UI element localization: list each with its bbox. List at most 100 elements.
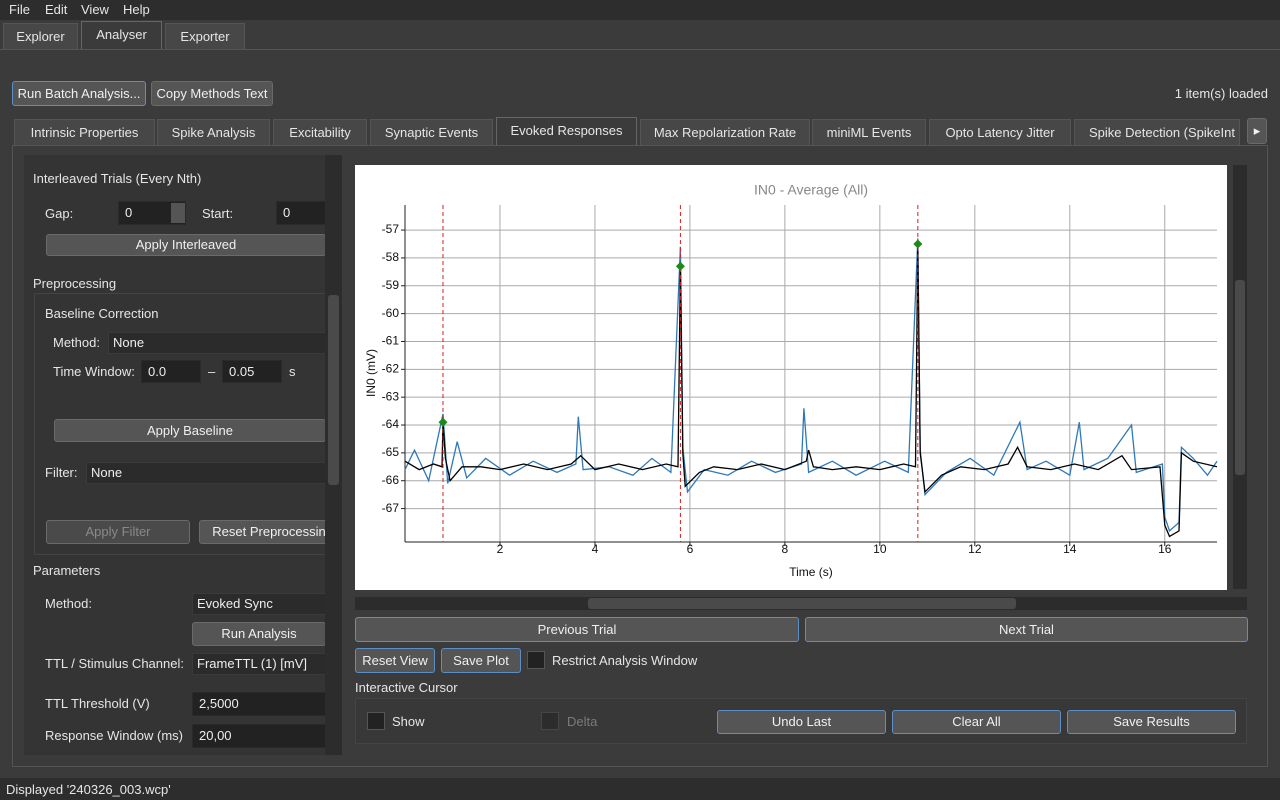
run-analysis-button[interactable]: Run Analysis: [192, 622, 326, 646]
y-tick-label: -63: [382, 389, 400, 403]
save-plot-button[interactable]: Save Plot: [441, 648, 521, 673]
main-tab[interactable]: Exporter: [165, 23, 245, 50]
scrollbar-thumb[interactable]: [588, 598, 1016, 609]
x-tick-label: 16: [1158, 542, 1172, 556]
run-batch-button[interactable]: Run Batch Analysis...: [12, 81, 146, 106]
analysis-tab[interactable]: Evoked Responses: [496, 117, 637, 146]
restrict-checkbox[interactable]: [527, 651, 545, 669]
analysis-tab[interactable]: Intrinsic Properties: [14, 119, 155, 146]
trace: [404, 238, 1218, 533]
x-tick-label: 8: [782, 542, 789, 556]
analysis-tab[interactable]: Spike Detection (SpikeInt: [1074, 119, 1240, 146]
show-checkbox[interactable]: [367, 712, 385, 730]
y-tick-label: -66: [382, 473, 400, 487]
menu-item[interactable]: Edit: [45, 2, 68, 17]
y-axis-label: IN0 (mV): [364, 349, 378, 397]
menu-item[interactable]: File: [9, 2, 30, 17]
reset-view-button[interactable]: Reset View: [355, 648, 435, 673]
main-tab[interactable]: Explorer: [3, 23, 78, 50]
start-input[interactable]: 0: [276, 201, 326, 225]
y-tick-label: -67: [382, 501, 400, 515]
previous-trial-button[interactable]: Previous Trial: [355, 617, 799, 642]
menu-bar: File Edit View Help: [0, 0, 1280, 20]
section-title: Parameters: [33, 563, 101, 578]
y-tick-label: -64: [382, 417, 400, 431]
next-trial-button[interactable]: Next Trial: [805, 617, 1248, 642]
section-title: Interleaved Trials (Every Nth): [33, 171, 202, 186]
label: Gap:: [45, 206, 74, 221]
label: TTL / Stimulus Channel:: [45, 656, 184, 671]
y-tick-label: -61: [382, 334, 400, 348]
plot-title: IN0 - Average (All): [754, 182, 868, 198]
peak-marker: [675, 261, 685, 271]
threshold-input[interactable]: 2,5000: [192, 692, 332, 716]
baseline-method-combo[interactable]: None: [108, 332, 328, 354]
tab-scroll-right[interactable]: ▸: [1247, 118, 1267, 144]
y-tick-label: -60: [382, 306, 400, 320]
x-tick-label: 14: [1063, 542, 1077, 556]
status-bar: Displayed '240326_003.wcp': [0, 778, 1280, 800]
main-tab[interactable]: Analyser: [81, 21, 162, 50]
apply-interleaved-button[interactable]: Apply Interleaved: [46, 234, 326, 256]
label: Response Window (ms): [45, 728, 183, 743]
analysis-tab[interactable]: Excitability: [273, 119, 367, 146]
label: Filter:: [45, 465, 78, 480]
ttl-channel-combo[interactable]: FrameTTL (1) [mV]: [192, 653, 332, 675]
label: Start:: [202, 206, 234, 221]
x-tick-label: 4: [592, 542, 599, 556]
peak-marker: [438, 417, 448, 427]
tab-pane: [12, 145, 1268, 767]
y-tick-label: -58: [382, 250, 400, 264]
status-text: Displayed '240326_003.wcp': [6, 782, 171, 797]
label: Show: [392, 714, 425, 729]
scrollbar-thumb[interactable]: [328, 295, 339, 485]
copy-methods-button[interactable]: Copy Methods Text: [151, 81, 273, 106]
y-tick-label: -65: [382, 445, 400, 459]
x-tick-label: 2: [497, 542, 504, 556]
label: Method:: [45, 596, 92, 611]
undo-last-button[interactable]: Undo Last: [717, 710, 886, 734]
save-results-button[interactable]: Save Results: [1067, 710, 1236, 734]
label: Method:: [53, 335, 100, 350]
label: –: [208, 364, 216, 379]
analysis-tab[interactable]: Opto Latency Jitter: [929, 119, 1071, 146]
x-tick-label: 10: [873, 542, 887, 556]
menu-item[interactable]: Help: [123, 2, 150, 17]
y-tick-label: -62: [382, 361, 400, 375]
spin-arrows[interactable]: [171, 203, 185, 223]
y-tick-label: -59: [382, 278, 400, 292]
items-loaded: 1 item(s) loaded: [1174, 86, 1268, 101]
scrollbar-thumb[interactable]: [1235, 280, 1245, 475]
x-tick-label: 6: [687, 542, 694, 556]
analysis-tab[interactable]: miniML Events: [812, 119, 926, 146]
trace: [404, 243, 1218, 538]
label: Time Window:: [53, 364, 135, 379]
window-end-input[interactable]: 0.05: [222, 360, 282, 383]
analysis-tab[interactable]: Spike Analysis: [157, 119, 270, 146]
clear-all-button[interactable]: Clear All: [892, 710, 1061, 734]
section-title: Preprocessing: [33, 276, 117, 291]
reset-preprocessing-button[interactable]: Reset Preprocessin: [199, 520, 339, 544]
delta-checkbox[interactable]: [541, 712, 559, 730]
label: Delta: [567, 714, 598, 729]
menu-item[interactable]: View: [81, 2, 109, 17]
x-axis-label: Time (s): [789, 565, 833, 579]
x-tick-label: 12: [968, 542, 982, 556]
settings-panel: Interleaved Trials (Every Nth) Gap: 0 St…: [24, 155, 342, 755]
analysis-tab[interactable]: Synaptic Events: [370, 119, 493, 146]
label: Restrict Analysis Window: [552, 653, 698, 668]
divider: [0, 49, 1280, 50]
filter-combo[interactable]: None: [86, 462, 328, 484]
label: s: [289, 364, 296, 379]
apply-filter-button[interactable]: Apply Filter: [46, 520, 190, 544]
y-tick-label: -57: [382, 222, 400, 236]
analysis-method-combo[interactable]: Evoked Sync: [192, 593, 332, 615]
window-start-input[interactable]: 0.0: [141, 360, 201, 383]
section-title: Baseline Correction: [45, 306, 159, 321]
peak-marker: [913, 239, 923, 249]
section-title: Interactive Cursor: [355, 680, 458, 695]
label: TTL Threshold (V): [45, 696, 150, 711]
analysis-tab[interactable]: Max Repolarization Rate: [640, 119, 810, 146]
